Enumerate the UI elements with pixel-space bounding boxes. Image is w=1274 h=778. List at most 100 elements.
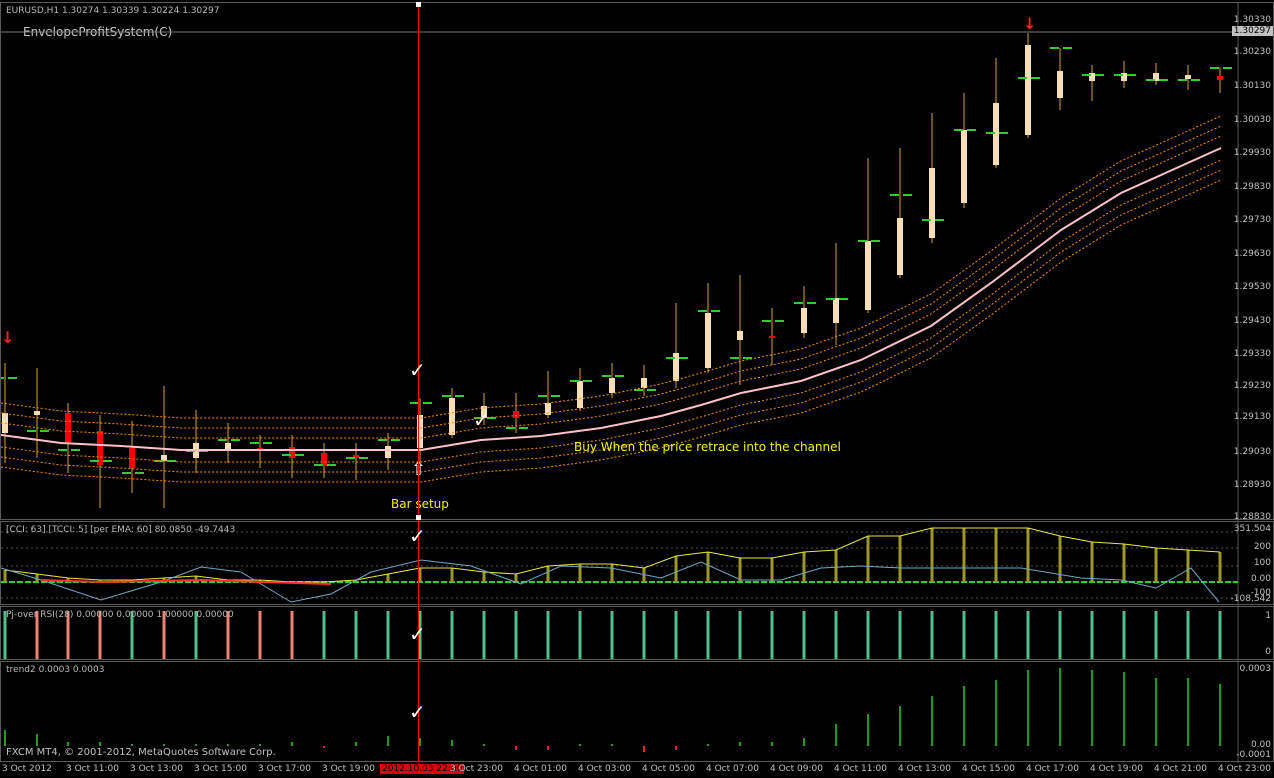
candle-body [929,168,935,238]
price-axis-label: 1.29030 [1233,447,1271,457]
cci-line [1,559,1220,603]
symbol-info: EURUSD,H1 1.30274 1.30339 1.30224 1.3029… [6,6,220,16]
time-axis-label: 4 Oct 01:00 [514,764,567,774]
envelope-line [1,179,1222,483]
candle-body [1089,73,1095,81]
candle-body [673,353,679,381]
time-axis-label: 4 Oct 11:00 [834,764,887,774]
price-chart-svg: ↓↓⇧ [1,3,1239,521]
candle-body [449,398,455,435]
check-icon: ✓ [409,700,426,724]
time-axis-label: 4 Oct 19:00 [1090,764,1143,774]
price-axis-label: 1.29630 [1233,249,1271,259]
trend-pane[interactable]: trend2 0.0003 0.0003 FXCM MT4, © 2001-20… [0,661,1274,763]
price-axis-label: 1.29130 [1233,412,1271,422]
cci-title: [CCI: 63] [TCCI: 5] [per EMA: 60] 80.085… [6,525,236,535]
price-axis-label: 1.29730 [1233,215,1271,225]
candle-body [577,381,583,408]
cursor-handle-bottom[interactable] [416,515,421,520]
envelope-line [1,125,1222,429]
cursor-handle-top[interactable] [416,2,421,7]
candle-body [833,298,839,323]
time-axis-label: 3 Oct 15:00 [194,764,247,774]
price-axis-label: 1.29230 [1233,381,1271,391]
bar-setup-label: Bar setup [391,497,449,511]
candle-body [865,241,871,310]
candle-body [2,413,8,433]
time-axis-label: 4 Oct 07:00 [706,764,759,774]
cci-axis-label: -108.542 [1230,594,1271,604]
candle-body [1121,73,1127,81]
candle-body [97,431,103,465]
cci-axis-label: 100 [1253,558,1271,568]
trend-axis-label: -0.0001 [1236,750,1271,760]
price-axis-label: 1.29830 [1233,182,1271,192]
copyright-text: FXCM MT4, © 2001-2012, MetaQuotes Softwa… [6,747,276,758]
time-axis: 3 Oct 2012 3 Oct 11:00 3 Oct 13:00 3 Oct 15… [0,762,1274,778]
candle-body [481,406,487,418]
time-axis-label: 3 Oct 2012 [2,764,52,774]
trend-axis-label: 0.00 [1250,740,1271,750]
current-price-tag: 1.30297 [1231,26,1273,36]
time-axis-label: 4 Oct 03:00 [578,764,631,774]
candle-body [769,336,775,338]
trend-chart-svg [4,662,1239,763]
time-axis-label: 4 Oct 13:00 [898,764,951,774]
cursor-time-tag: 2012.10.03 22:00 [380,764,465,774]
time-axis-label: 3 Oct 11:00 [66,764,119,774]
candle-body [737,331,743,340]
candle-body [1185,75,1191,79]
candle-body [417,415,423,448]
cci-axis-label: 0.00 [1250,574,1271,584]
candle-body [705,313,711,368]
price-axis-label: 1.29330 [1233,349,1271,359]
cci-axis-label: 351.504 [1233,524,1271,534]
check-icon: ✓ [409,524,426,548]
time-axis-label: 4 Oct 21:00 [1154,764,1207,774]
price-axis-label: 1.29930 [1233,148,1271,158]
envelope-line [1,115,1222,419]
candle-body [993,103,999,165]
candle-body [1025,45,1031,135]
check-icon: ✓ [473,408,490,432]
time-axis-label: 4 Oct 15:00 [962,764,1015,774]
candle-body [225,443,231,451]
pj-rsi-pane[interactable]: Pj-over RSI(28) 0.00000 0.00000 1.00000 … [0,606,1274,661]
envelope-line [1,159,1222,463]
time-axis-label: 4 Oct 09:00 [770,764,823,774]
candle-body [129,448,135,468]
candle-body [289,447,295,458]
cci-axis-label: -100 [1250,588,1271,598]
candle-body [961,130,967,203]
candle-body [65,413,71,443]
candle-body [385,446,391,458]
candle-body [34,411,40,415]
cci-chart-svg [1,522,1239,606]
trend-title: trend2 0.0003 0.0003 [6,665,105,675]
pj-rsi-chart-svg [3,607,1239,661]
price-axis-label: 1.30030 [1233,115,1271,125]
price-axis-label: 1.29530 [1233,282,1271,292]
candle-body [353,455,359,458]
cci-pane[interactable]: [CCI: 63] [TCCI: 5] [per EMA: 60] 80.085… [0,521,1274,606]
time-axis-label: 4 Oct 05:00 [642,764,695,774]
cci-axis-label: 200 [1253,542,1271,552]
price-chart-pane[interactable]: EURUSD,H1 1.30274 1.30339 1.30224 1.3029… [0,2,1274,522]
time-axis-label: 3 Oct 23:00 [450,764,503,774]
crosshair-vertical-line[interactable] [418,2,419,762]
pj-axis-label: 0 [1265,647,1271,657]
tcci-line [4,527,1221,583]
cci-ema-line [40,578,332,585]
envelope-line [1,169,1222,473]
candle-body [609,378,615,393]
time-axis-label: 3 Oct 17:00 [258,764,311,774]
time-axis-label: 3 Oct 19:00 [322,764,375,774]
pj-title: Pj-over RSI(28) 0.00000 0.00000 1.00000 … [6,610,234,620]
price-axis-label: 1.28830 [1233,512,1271,522]
check-icon: ✓ [409,622,426,646]
candle-body [1217,76,1223,80]
candle-body [513,411,519,418]
price-axis-label: 1.30230 [1233,47,1271,57]
candle-body [801,308,807,333]
sell-arrow-icon: ↓ [1,328,14,347]
